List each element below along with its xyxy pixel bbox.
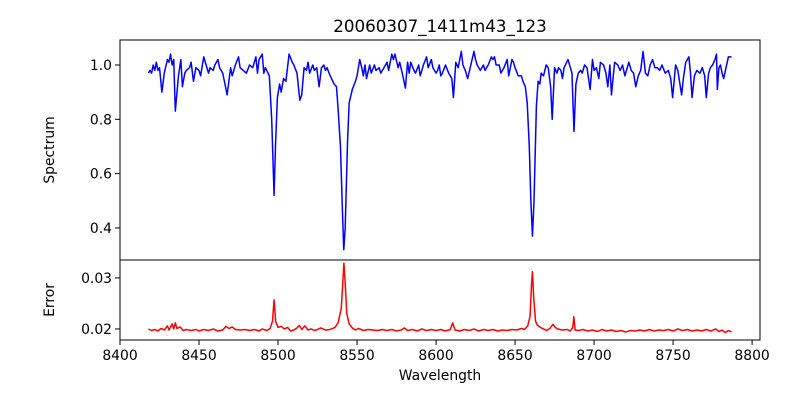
x-axis-label: Wavelength xyxy=(399,368,481,384)
error-x-tick-label: 8800 xyxy=(734,348,769,364)
error-panel: 0.02 0.03 8400 8450 8500 8550 8600 8650 8700 8750… xyxy=(81,259,770,364)
error-x-tick-label: 8450 xyxy=(181,348,216,364)
error-x-tick-label: 8650 xyxy=(497,348,532,364)
spectrum-y-tick-label: 0.6 xyxy=(90,167,112,183)
error-x-tick-label: 8550 xyxy=(339,348,374,364)
error-series-line xyxy=(148,262,732,334)
chart-title: 20060307_1411m43_123 xyxy=(333,16,546,37)
error-x-tick-label: 8750 xyxy=(655,348,690,364)
spectrum-y-tick-label: 0.4 xyxy=(90,221,112,237)
error-axes-frame xyxy=(119,259,761,341)
error-x-tick-label: 8700 xyxy=(576,348,611,364)
spectrum-series-line xyxy=(147,50,732,251)
error-x-tick-label: 8500 xyxy=(260,348,295,364)
error-x-tick-label: 8400 xyxy=(102,348,137,364)
y-axis-label-error: Error xyxy=(42,283,58,317)
error-x-tick-label: 8600 xyxy=(418,348,453,364)
y-axis-label-spectrum: Spectrum xyxy=(42,116,58,183)
spectrum-y-tick-label: 0.8 xyxy=(90,112,112,128)
error-y-tick-label: 0.02 xyxy=(81,322,112,338)
spectrum-y-tick-label: 1.0 xyxy=(90,58,112,74)
error-y-tick-label: 0.03 xyxy=(81,271,112,287)
